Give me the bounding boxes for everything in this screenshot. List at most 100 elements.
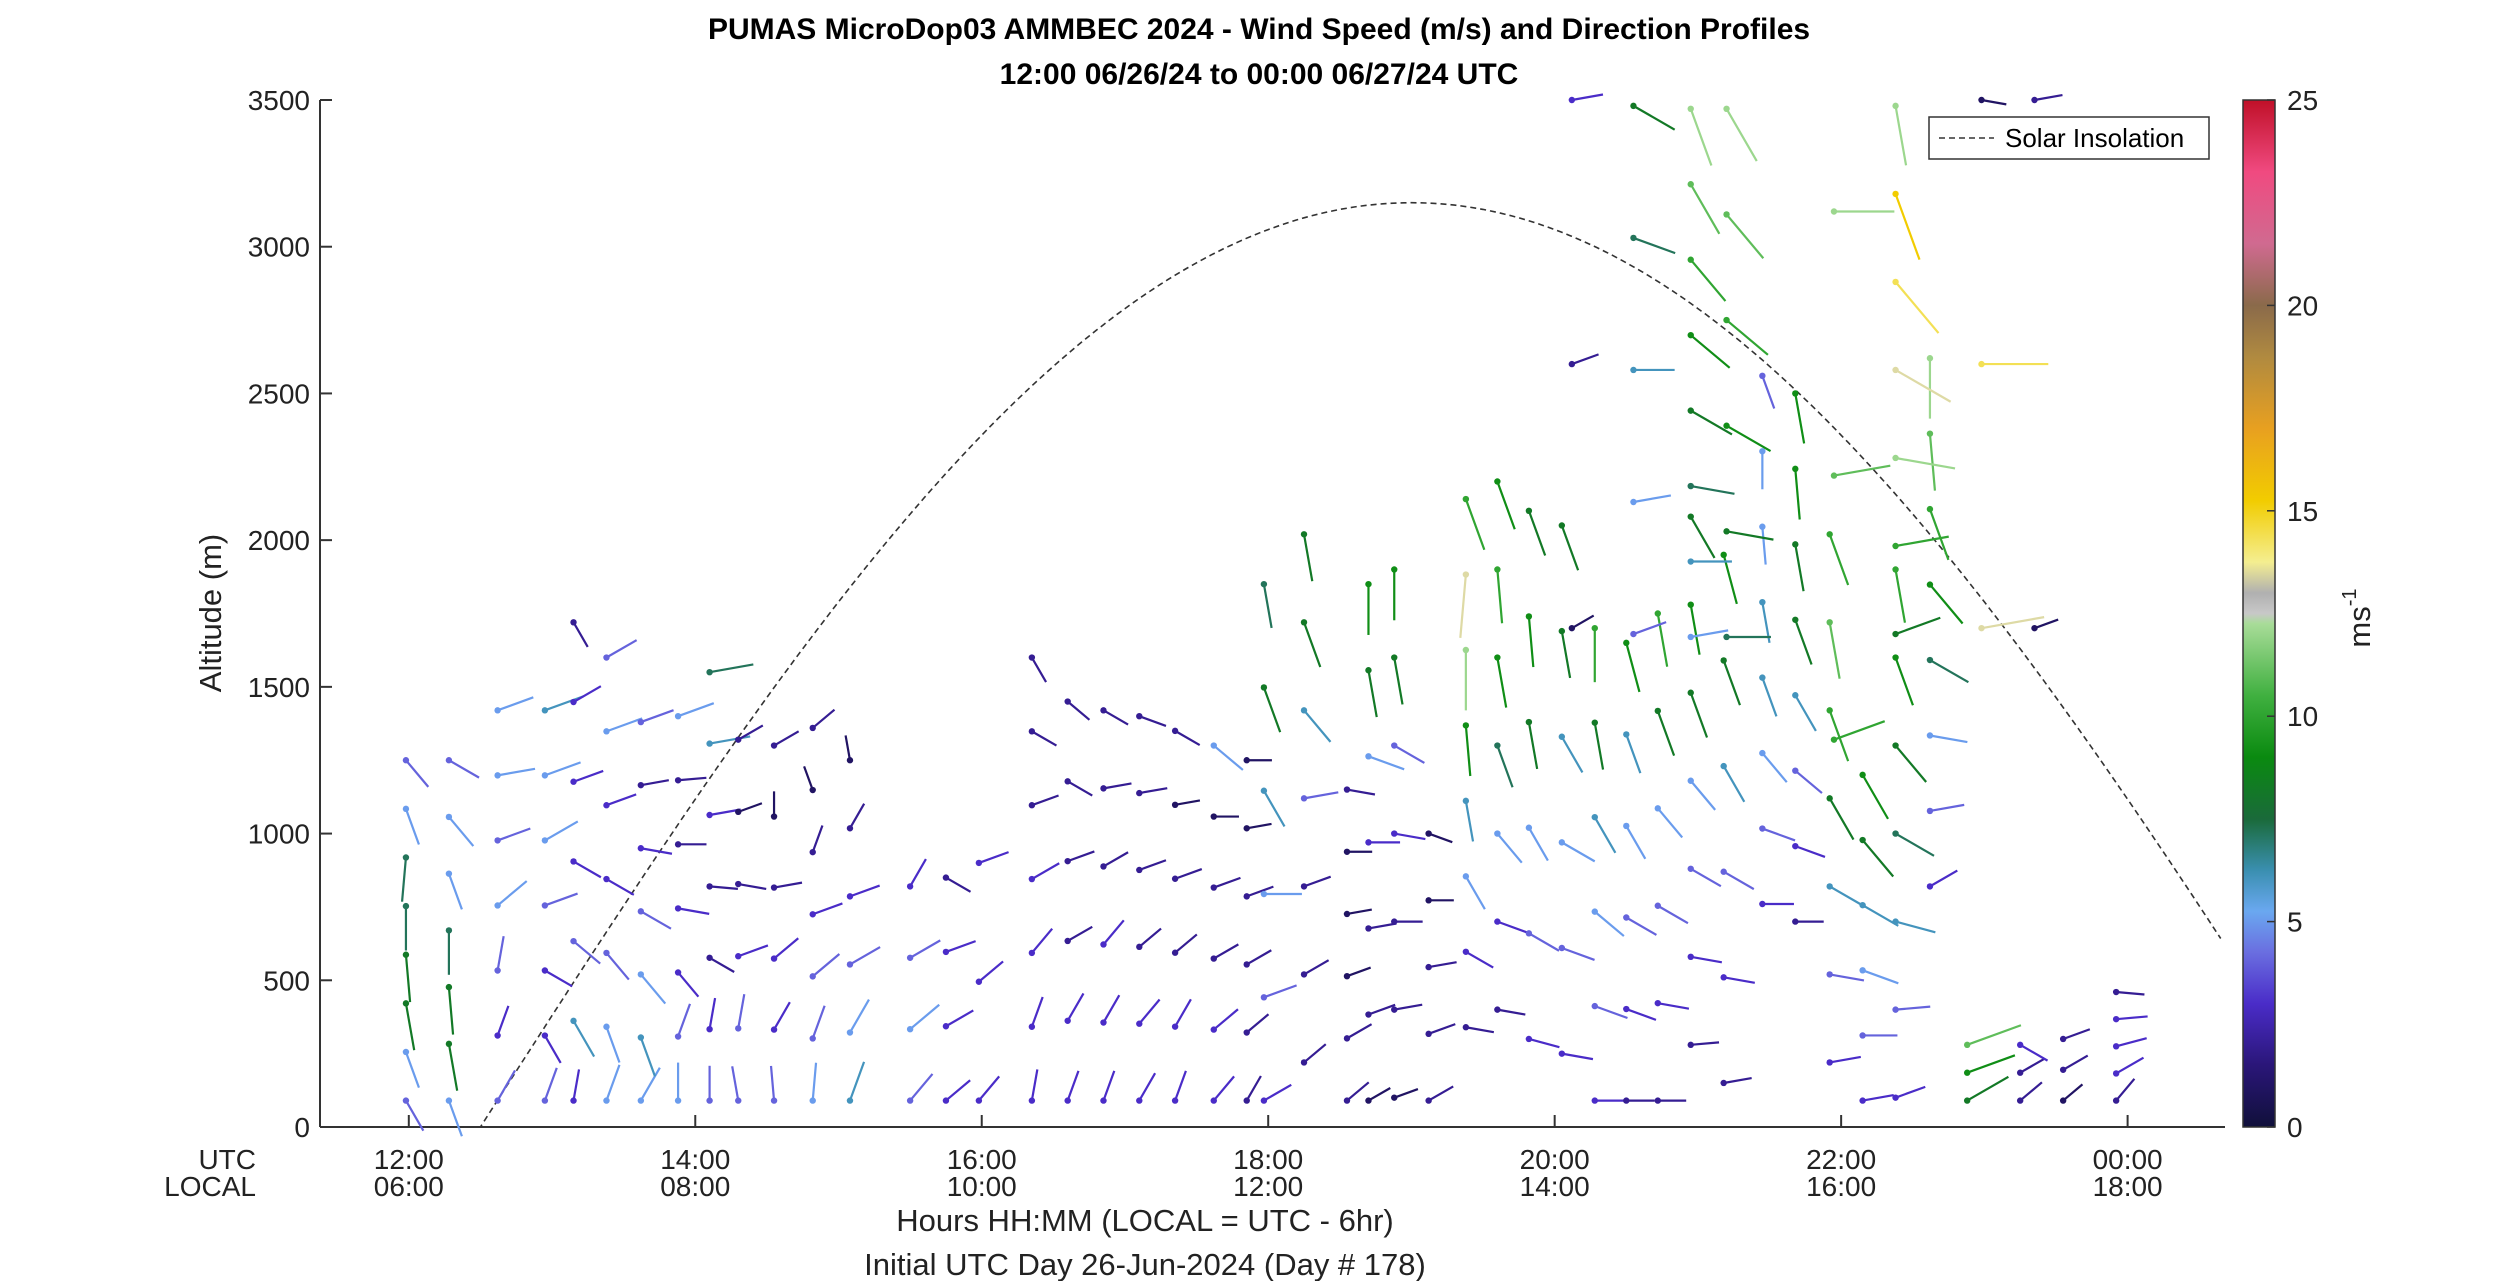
wind-vector-point [494, 967, 501, 974]
wind-vector-point [1365, 839, 1372, 846]
wind-vector-point [445, 1040, 453, 1048]
wind-vector-shaft [1633, 621, 1667, 636]
wind-vector-point [1558, 944, 1566, 952]
wind-vector-point [1723, 633, 1730, 641]
wind-vector-shaft [1560, 525, 1580, 571]
wind-vector-point [1171, 801, 1179, 809]
wind-vector-shaft [1464, 498, 1486, 551]
wind-vector-point [1630, 102, 1637, 110]
wind-vector-point [1792, 692, 1799, 699]
wind-vector-point [402, 902, 410, 910]
local-row-label: LOCAL [164, 1171, 256, 1202]
wind-vector-shaft [448, 816, 475, 847]
wind-vector-point [1343, 910, 1351, 918]
wind-vector-shaft [543, 1034, 562, 1064]
wind-vector-point [1558, 733, 1566, 740]
wind-vector-point [1064, 1017, 1071, 1024]
wind-vector-point [1243, 757, 1250, 764]
wind-vector-shaft [1593, 722, 1605, 770]
colorbar-tick-label: 10 [2287, 701, 2318, 732]
wind-vector-shaft [2115, 1056, 2145, 1075]
wind-vector-shaft [1723, 976, 1755, 984]
wind-vector-shaft [1428, 1023, 1456, 1035]
wind-vector-shaft [1833, 464, 1891, 477]
wind-vector-point [942, 948, 950, 956]
x-tick-label-utc: 14:00 [660, 1144, 730, 1175]
wind-vector-shaft [1966, 1024, 2022, 1046]
wind-vector-shaft [708, 997, 717, 1030]
wind-vector-shaft [677, 907, 710, 915]
wind-vector-shaft [1464, 800, 1475, 842]
wind-vector-shaft [2062, 1054, 2089, 1071]
wind-vector-point [1826, 1059, 1833, 1066]
y-tick-label: 3500 [248, 85, 310, 116]
wind-vector-shaft [2115, 1078, 2136, 1102]
wind-vector-point [846, 825, 854, 832]
wind-vector-shaft [978, 851, 1009, 864]
chart-title: PUMAS MicroDop03 AMMBEC 2024 - Wind Spee… [708, 13, 1810, 46]
wind-vector-point [1568, 624, 1576, 632]
wind-vector-point [1859, 901, 1866, 909]
wind-vector-shaft [709, 885, 738, 890]
wind-vector-point [1978, 360, 1985, 368]
wind-vector-point [942, 1097, 950, 1104]
wind-vector-point [1558, 627, 1566, 635]
wind-vector-point [2112, 1043, 2120, 1050]
wind-vector-point [445, 813, 453, 821]
wind-vector-shaft [404, 954, 412, 1003]
wind-vector-point [1136, 1020, 1143, 1027]
wind-vector-point [674, 1097, 682, 1104]
wind-vector-point [2059, 1097, 2067, 1104]
wind-vector-point [735, 880, 742, 888]
wind-vector-shaft [605, 952, 630, 981]
wind-vector-shaft [543, 1067, 558, 1101]
wind-vector-shaft [1464, 875, 1486, 910]
wind-vector-shaft [572, 1069, 581, 1101]
wind-vector-point [1525, 1035, 1533, 1043]
x-axis-title: Hours HH:MM (LOCAL = UTC - 6hr) [896, 1203, 1394, 1238]
wind-vector-shaft [769, 1065, 776, 1101]
wind-vector-point [1687, 865, 1694, 872]
wind-vector-point [1720, 762, 1727, 770]
wind-vector-point [445, 927, 453, 934]
wind-vector-shaft [1174, 998, 1192, 1028]
wind-vector-point [1260, 994, 1268, 1001]
wind-vector-shaft [1560, 736, 1584, 773]
colorbar-tick-label: 15 [2287, 496, 2318, 527]
wind-vector-shaft [1102, 709, 1129, 726]
x-tick-label-local: 10:00 [947, 1171, 1017, 1202]
wind-vector-shaft [1561, 1052, 1594, 1061]
wind-vector-point [1525, 718, 1533, 726]
wind-vector-point [1260, 890, 1268, 898]
wind-vector-point [2031, 96, 2038, 104]
wind-vector-point [1365, 925, 1372, 932]
wind-vector-point [1892, 190, 1899, 198]
wind-vector-shaft [1394, 1003, 1423, 1011]
wind-vector-point [1591, 624, 1598, 632]
wind-vector-point [1494, 742, 1501, 749]
wind-vector-shaft [1346, 1081, 1370, 1102]
wind-vector-point [674, 713, 682, 720]
wind-vector-point [674, 1033, 682, 1040]
wind-vector-point [706, 954, 713, 961]
wind-vector-point [1064, 857, 1071, 865]
wind-vector-point [570, 1017, 577, 1025]
wind-vector-point [770, 1097, 778, 1104]
wind-vector-point [541, 967, 549, 974]
wind-vector-shaft [1689, 780, 1717, 811]
wind-vector-shaft [1625, 916, 1657, 936]
wind-vector-point [1720, 1079, 1727, 1087]
wind-vector-point [1100, 1019, 1107, 1026]
wind-vector-point [494, 902, 501, 909]
wind-vector-shaft [497, 696, 534, 712]
wind-vector-shaft [1103, 782, 1132, 790]
wind-vector-point [1558, 1050, 1566, 1057]
y-axis-ticks: 0 500 1000 1500 2000 2500 3000 3500 [248, 85, 332, 1143]
wind-vector-point [1100, 1097, 1107, 1104]
wind-vector-point [1028, 875, 1036, 883]
wind-vector-point [1723, 528, 1730, 535]
wind-vector-shaft [1561, 946, 1595, 961]
wind-vector-point [570, 858, 577, 865]
wind-vector-point [735, 1097, 742, 1104]
wind-vector-point [1892, 1094, 1899, 1101]
